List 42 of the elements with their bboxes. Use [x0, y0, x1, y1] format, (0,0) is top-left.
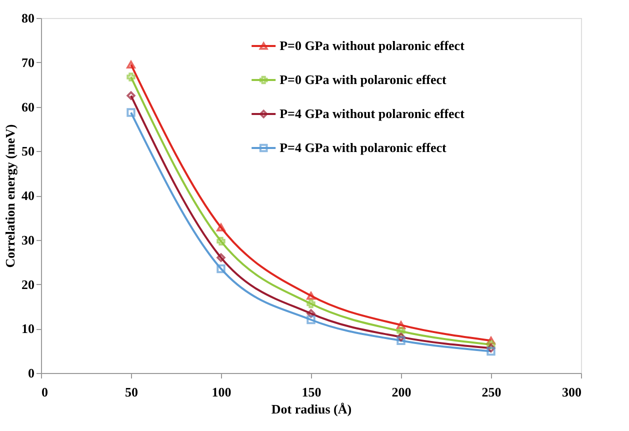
- y-tick-label: 10: [22, 321, 34, 336]
- y-tick-label: 50: [22, 144, 34, 159]
- point: [486, 346, 496, 356]
- x-tick-label: 100: [212, 384, 232, 400]
- point: [486, 336, 496, 345]
- point: [396, 332, 406, 342]
- y-tick-label: 20: [22, 276, 34, 292]
- point: [126, 60, 136, 68]
- y-tick-label: 80: [22, 10, 34, 26]
- x-tick-label: 50: [125, 384, 138, 400]
- point: [396, 321, 406, 329]
- point: [486, 340, 496, 349]
- legend-label: P=0 GPa without polaronic effect: [280, 38, 466, 53]
- x-tick-label: 250: [482, 384, 502, 400]
- point: [306, 292, 316, 300]
- point: [396, 326, 406, 336]
- legend-label: P=4 GPa with polaronic effect: [280, 140, 448, 155]
- y-tick-label: 60: [22, 99, 34, 114]
- y-tick-label: 30: [22, 232, 34, 248]
- x-tick-label: 200: [392, 384, 412, 400]
- point: [306, 315, 316, 324]
- point: [126, 72, 136, 82]
- x-tick-label: 300: [562, 384, 582, 400]
- x-tick-label: 0: [42, 384, 48, 400]
- point: [486, 344, 496, 353]
- point: [216, 264, 226, 274]
- y-tick-label: 0: [28, 366, 34, 380]
- point: [396, 336, 406, 345]
- y-tick-label: 40: [22, 188, 34, 203]
- y-tick-label: 70: [22, 54, 34, 70]
- point: [216, 236, 226, 246]
- point: [216, 224, 226, 232]
- legend-label: P=0 GPa with polaronic effect: [280, 72, 448, 87]
- legend-label: P=4 GPa without polaronic effect: [280, 106, 466, 121]
- point: [306, 299, 316, 308]
- point: [126, 91, 136, 100]
- x-axis-title: Dot radius (Å): [271, 402, 352, 416]
- y-axis-title: Correlation energy (meV): [2, 124, 18, 268]
- x-tick-label: 150: [302, 384, 322, 400]
- point: [126, 108, 136, 117]
- point: [216, 253, 226, 262]
- point: [306, 309, 316, 318]
